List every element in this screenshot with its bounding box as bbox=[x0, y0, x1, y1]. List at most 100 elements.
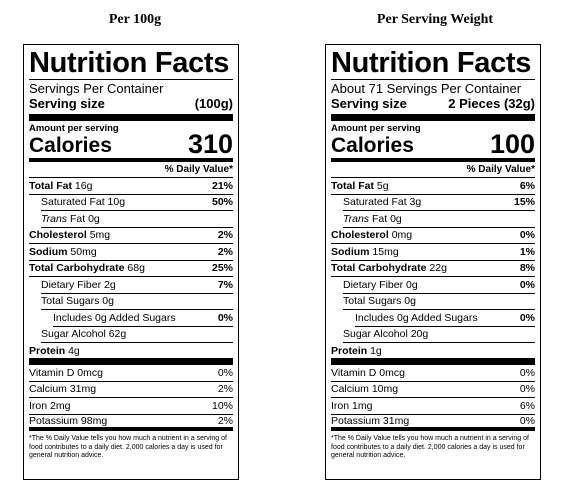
nutrient-percent: 50% bbox=[211, 196, 233, 209]
nutrient-percent: 6% bbox=[519, 399, 535, 412]
nutrient-percent: 6% bbox=[519, 179, 535, 192]
sodium-row: Sodium 50mg 2% bbox=[29, 244, 233, 261]
nutrient-percent: 2% bbox=[217, 229, 233, 242]
potassium-text: Potassium 98mg bbox=[29, 414, 108, 427]
potassium-row: Potassium 31mg 0% bbox=[331, 414, 535, 431]
nutrient-name: Total Sugars bbox=[41, 295, 100, 308]
nutrient-name: Total Sugars bbox=[343, 295, 402, 308]
protein-row: Protein 1g bbox=[331, 343, 535, 365]
nutrient-name: Sugar Alcohol bbox=[41, 328, 106, 341]
sugar-alcohol-row: Sugar Alcohol 62g bbox=[41, 327, 233, 343]
sugar-alcohol-row: Sugar Alcohol 20g bbox=[343, 327, 535, 343]
calories-value: 100 bbox=[489, 129, 535, 159]
nutrient-percent: 0% bbox=[217, 366, 233, 379]
nutrient-name: Total Fat bbox=[29, 179, 72, 192]
nutrient-name: Sodium bbox=[29, 245, 68, 258]
nutrition-facts-title: Nutrition Facts bbox=[331, 48, 535, 80]
nutrition-label-per-100g: Nutrition Facts Servings Per Container S… bbox=[23, 44, 239, 480]
amount-per-serving: Amount per serving bbox=[29, 123, 119, 134]
cholesterol-row: Cholesterol 0mg 0% bbox=[331, 228, 535, 244]
added-sugars-text: Includes 0g Added Sugars bbox=[53, 311, 176, 324]
calories-row: Calories 310 bbox=[29, 131, 233, 162]
nutrient-percent: 7% bbox=[217, 278, 233, 291]
daily-value-header: % Daily Value* bbox=[29, 162, 233, 178]
total-fat-row: Total Fat 5g 6% bbox=[331, 178, 535, 195]
calories-row: Calories 100 bbox=[331, 131, 535, 162]
nutrient-name: Protein bbox=[29, 344, 66, 357]
nutrient-percent: 0% bbox=[519, 414, 535, 427]
calories-label: Calories bbox=[29, 134, 112, 157]
nutrient-amount: 0g bbox=[406, 278, 418, 291]
nutrient-amount: 0g bbox=[88, 212, 100, 225]
nutrient-amount: 15mg bbox=[372, 245, 399, 258]
nutrient-amount: 0g bbox=[102, 295, 114, 308]
added-sugars-row: Includes 0g Added Sugars 0% bbox=[53, 310, 233, 327]
nutrient-name: Dietary Fiber bbox=[343, 278, 404, 291]
nutrient-name: Protein bbox=[331, 344, 368, 357]
nutrient-amount: 0g bbox=[404, 295, 416, 308]
nutrient-amount: 62g bbox=[108, 328, 127, 341]
iron-text: Iron 1mg bbox=[331, 399, 373, 412]
potassium-text: Potassium 31mg bbox=[331, 414, 410, 427]
iron-row: Iron 1mg 6% bbox=[331, 398, 535, 415]
protein-row: Protein 4g bbox=[29, 343, 233, 365]
total-carbohydrate-row: Total Carbohydrate 22g 8% bbox=[331, 261, 535, 277]
nutrient-name: Sugar Alcohol bbox=[343, 328, 408, 341]
nutrient-name: Trans bbox=[41, 212, 68, 225]
nutrient-percent: 10% bbox=[211, 399, 233, 412]
serving-size-value: 2 Pieces (32g) bbox=[448, 96, 535, 111]
dietary-fiber-row: Dietary Fiber 0g 0% bbox=[343, 277, 535, 294]
nutrient-percent: 2% bbox=[217, 414, 233, 427]
nutrient-name: Saturated Fat bbox=[343, 196, 407, 209]
calcium-text: Calcium 10mg bbox=[331, 383, 399, 396]
calcium-row: Calcium 10mg 0% bbox=[331, 382, 535, 398]
serving-size-label: Serving size bbox=[331, 96, 407, 111]
nutrient-name-rest: Fat bbox=[69, 212, 86, 225]
servings-per-container: About 71 Servings Per Container bbox=[331, 81, 522, 96]
nutrient-percent: 15% bbox=[513, 196, 535, 209]
nutrient-percent: 0% bbox=[519, 383, 535, 396]
serving-size-row: Serving size 2 Pieces (32g) bbox=[331, 96, 535, 121]
nutrient-name: Trans bbox=[343, 212, 370, 225]
nutrient-amount: 20g bbox=[410, 328, 429, 341]
sodium-row: Sodium 15mg 1% bbox=[331, 244, 535, 261]
calories-value: 310 bbox=[187, 129, 233, 159]
nutrient-percent: 25% bbox=[211, 262, 233, 275]
nutrient-amount: 16g bbox=[74, 179, 93, 192]
amount-per-serving: Amount per serving bbox=[331, 123, 421, 134]
nutrient-amount: 68g bbox=[127, 262, 145, 275]
dietary-fiber-row: Dietary Fiber 2g 7% bbox=[41, 277, 233, 294]
calcium-row: Calcium 31mg 2% bbox=[29, 382, 233, 398]
nutrient-percent: 0% bbox=[519, 278, 535, 291]
vitamin-d-text: Vitamin D 0mcg bbox=[29, 366, 103, 379]
nutrition-label-per-serving: Nutrition Facts About 71 Servings Per Co… bbox=[325, 44, 541, 480]
daily-value-footnote: *The % Daily Value tells you how much a … bbox=[331, 435, 529, 459]
nutrient-amount: 10g bbox=[107, 196, 126, 209]
serving-size-label: Serving size bbox=[29, 96, 105, 111]
nutrient-amount: 5g bbox=[376, 179, 389, 192]
nutrient-amount: 0g bbox=[390, 212, 402, 225]
nutrient-amount: 0mg bbox=[391, 229, 413, 242]
total-sugars-row: Total Sugars 0g bbox=[343, 294, 535, 310]
saturated-fat-row: Saturated Fat 10g 50% bbox=[41, 195, 233, 211]
nutrient-amount: 3g bbox=[409, 196, 422, 209]
nutrient-percent: 0% bbox=[519, 229, 535, 242]
added-sugars-text: Includes 0g Added Sugars bbox=[355, 311, 478, 324]
added-sugars-row: Includes 0g Added Sugars 0% bbox=[355, 310, 535, 327]
nutrient-amount: 1g bbox=[370, 344, 382, 357]
calcium-text: Calcium 31mg bbox=[29, 383, 97, 396]
heading-per-serving: Per Serving Weight bbox=[376, 12, 494, 27]
nutrient-percent: 8% bbox=[519, 262, 535, 275]
nutrient-percent: 0% bbox=[519, 366, 535, 379]
serving-size-row: Serving size (100g) bbox=[29, 96, 233, 121]
nutrient-name: Cholesterol bbox=[331, 229, 389, 242]
iron-text: Iron 2mg bbox=[29, 399, 71, 412]
nutrient-name: Sodium bbox=[331, 245, 370, 258]
nutrient-percent: 1% bbox=[519, 245, 535, 258]
potassium-row: Potassium 98mg 2% bbox=[29, 414, 233, 431]
nutrient-percent: 0% bbox=[217, 311, 233, 324]
trans-fat-row: Trans Fat 0g bbox=[343, 211, 535, 228]
heading-per-100g: Per 100g bbox=[108, 12, 162, 27]
nutrient-name: Cholesterol bbox=[29, 229, 87, 242]
iron-row: Iron 2mg 10% bbox=[29, 398, 233, 415]
